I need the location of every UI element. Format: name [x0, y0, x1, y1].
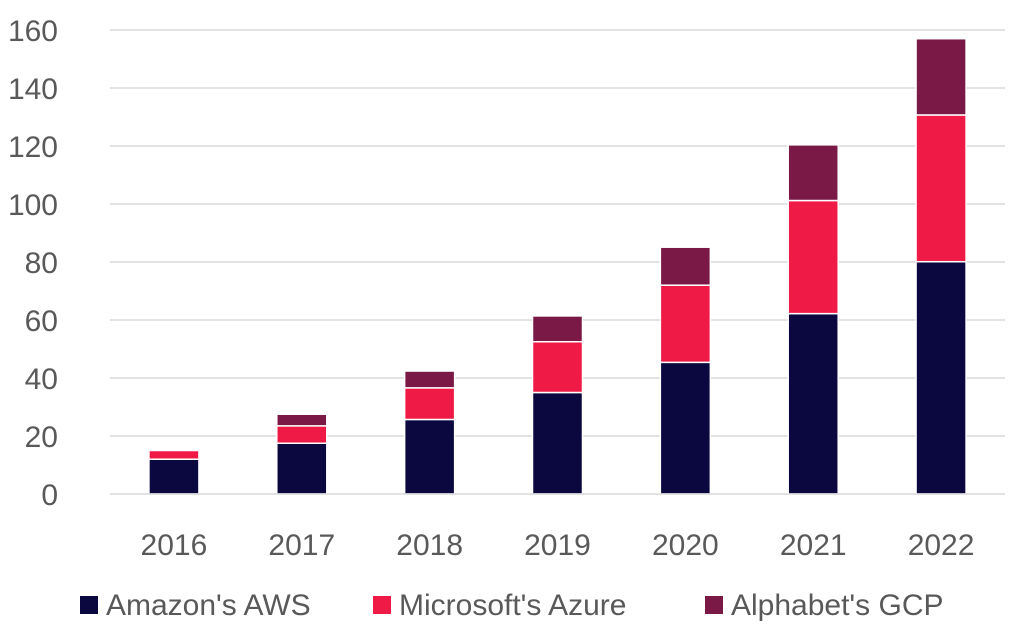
bar-2019-series-2 — [531, 315, 584, 343]
bar-2018-series-1 — [403, 387, 456, 421]
bar-2020-series-0 — [659, 361, 712, 495]
y-tick-label-80: 80 — [25, 247, 58, 280]
bar-2018-series-0 — [403, 418, 456, 495]
legend-item-1: Microsoft's Azure — [373, 589, 626, 622]
y-tick-label-140: 140 — [8, 73, 58, 106]
bar-2022-series-0 — [915, 260, 967, 495]
legend-swatch-0 — [80, 596, 98, 614]
y-tick-label-0: 0 — [41, 479, 58, 512]
x-tick-label-2017: 2017 — [268, 529, 335, 562]
bars — [148, 37, 967, 495]
legend-swatch-1 — [373, 596, 391, 614]
legend-swatch-2 — [705, 596, 723, 614]
legend-label-2: Alphabet's GCP — [731, 589, 944, 622]
bar-2021-series-0 — [787, 312, 839, 495]
bar-2021-series-2 — [787, 144, 839, 202]
y-tick-label-160: 160 — [8, 15, 58, 48]
bar-2019-series-0 — [531, 391, 584, 495]
bar-2019-series-1 — [531, 341, 584, 394]
bar-2021-series-1 — [787, 199, 839, 315]
legend-item-2: Alphabet's GCP — [705, 589, 944, 622]
x-tick-label-2018: 2018 — [396, 529, 463, 562]
y-tick-label-40: 40 — [25, 363, 58, 396]
y-axis-tick-labels: 0 20 40 60 80 100 120 140 160 — [8, 15, 58, 512]
bar-2017-series-2 — [276, 413, 328, 427]
bar-2017-series-0 — [276, 442, 328, 495]
y-tick-label-20: 20 — [25, 421, 58, 454]
y-tick-label-120: 120 — [8, 131, 58, 164]
bar-2017-series-1 — [276, 425, 328, 445]
legend-item-0: Amazon's AWS — [80, 589, 311, 622]
x-tick-label-2021: 2021 — [780, 529, 847, 562]
bar-2020-series-1 — [659, 284, 712, 364]
legend-label-0: Amazon's AWS — [106, 589, 311, 622]
x-tick-label-2020: 2020 — [652, 529, 719, 562]
bar-2018-series-2 — [403, 370, 456, 389]
bar-2022-series-2 — [915, 37, 967, 116]
x-tick-label-2016: 2016 — [141, 529, 208, 562]
bar-2016-series-1 — [148, 449, 200, 460]
x-tick-label-2019: 2019 — [524, 529, 591, 562]
bar-2020-series-2 — [659, 246, 712, 286]
legend-label-1: Microsoft's Azure — [399, 589, 626, 622]
x-axis-tick-labels: 2016 2017 2018 2019 2020 2021 2022 — [141, 529, 975, 562]
y-tick-label-100: 100 — [8, 189, 58, 222]
bar-2016-series-0 — [148, 458, 200, 495]
legend: Amazon's AWS Microsoft's Azure Alphabet's … — [80, 589, 944, 622]
x-tick-label-2022: 2022 — [908, 529, 975, 562]
bar-2022-series-1 — [915, 114, 967, 263]
y-tick-label-60: 60 — [25, 305, 58, 338]
